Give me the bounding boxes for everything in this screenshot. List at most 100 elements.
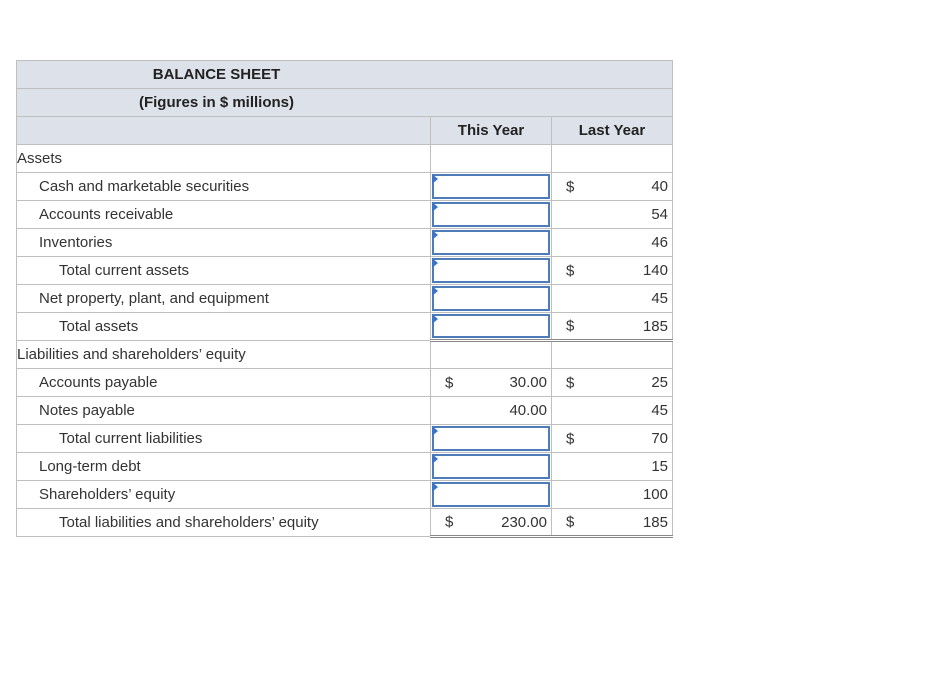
answer-input-box[interactable] xyxy=(432,482,550,507)
last-year-value: 45 xyxy=(651,290,668,307)
section-row-liabilities: Liabilities and shareholders’ equity xyxy=(16,340,673,369)
empty-cell xyxy=(551,340,673,369)
table-subtitle: (Figures in $ millions) xyxy=(16,88,673,117)
subtitle-row: (Figures in $ millions) xyxy=(16,88,673,117)
this-year-value: 230.00 xyxy=(501,513,547,531)
last-year-value: 45 xyxy=(651,402,668,419)
this-year-input-cash[interactable] xyxy=(430,172,552,201)
answer-input-box[interactable] xyxy=(432,426,550,451)
empty-cell xyxy=(430,144,552,173)
this-year-input-long-term-debt[interactable] xyxy=(430,452,552,481)
row-label: Long-term debt xyxy=(16,452,431,481)
last-year-value: 15 xyxy=(651,458,668,475)
input-flag-icon xyxy=(432,454,438,464)
label-column-header xyxy=(16,116,431,145)
last-year-cell: $25 xyxy=(551,368,673,397)
table-title: BALANCE SHEET xyxy=(16,60,673,89)
this-year-cell: $230.00 xyxy=(430,508,552,538)
title-row: BALANCE SHEET xyxy=(16,60,673,89)
this-year-input-net-ppe[interactable] xyxy=(430,284,552,313)
row-label: Shareholders’ equity xyxy=(16,480,431,509)
this-year-input-receivable[interactable] xyxy=(430,200,552,229)
this-year-value: 30.00 xyxy=(509,374,547,391)
row-label: Accounts receivable xyxy=(16,200,431,229)
row-label: Total liabilities and shareholders’ equi… xyxy=(16,508,431,537)
answer-input-box[interactable] xyxy=(432,258,550,283)
last-year-cell: $70 xyxy=(551,424,673,453)
input-flag-icon xyxy=(432,482,438,492)
answer-input-box[interactable] xyxy=(432,174,550,199)
dollar-sign: $ xyxy=(445,513,454,531)
dollar-sign: $ xyxy=(566,317,575,335)
this-year-input-inventories[interactable] xyxy=(430,228,552,257)
last-year-value: 40 xyxy=(651,178,668,195)
row-label: Total current assets xyxy=(16,256,431,285)
dollar-sign: $ xyxy=(566,513,575,531)
row-label: Accounts payable xyxy=(16,368,431,397)
input-flag-icon xyxy=(432,286,438,296)
this-year-input-total-current-liabilities[interactable] xyxy=(430,424,552,453)
table-row: Notes payable 40.00 45 xyxy=(16,396,673,425)
table-row: Inventories 46 xyxy=(16,228,673,257)
last-year-value: 185 xyxy=(642,513,668,531)
last-year-value: 46 xyxy=(651,234,668,251)
answer-input-box[interactable] xyxy=(432,202,550,227)
answer-input-box[interactable] xyxy=(432,230,550,255)
empty-cell xyxy=(551,144,673,173)
last-year-cell: $185 xyxy=(551,312,673,342)
row-label: Cash and marketable securities xyxy=(16,172,431,201)
table-row: Accounts payable $30.00 $25 xyxy=(16,368,673,397)
last-year-value: 140 xyxy=(642,262,668,279)
last-year-cell: 45 xyxy=(551,284,673,313)
table-row: Total current liabilities $70 xyxy=(16,424,673,453)
last-year-value: 100 xyxy=(642,486,668,503)
table-row: Net property, plant, and equipment 45 xyxy=(16,284,673,313)
last-year-cell: $185 xyxy=(551,508,673,538)
empty-cell xyxy=(430,340,552,369)
last-year-cell: 45 xyxy=(551,396,673,425)
answer-input-box[interactable] xyxy=(432,454,550,479)
this-year-input-total-current-assets[interactable] xyxy=(430,256,552,285)
table-row: Total current assets $140 xyxy=(16,256,673,285)
table-row: Total liabilities and shareholders’ equi… xyxy=(16,508,673,538)
last-year-header: Last Year xyxy=(551,116,673,145)
table-row: Cash and marketable securities $40 xyxy=(16,172,673,201)
dollar-sign: $ xyxy=(445,374,454,391)
balance-sheet-table: BALANCE SHEET (Figures in $ millions) Th… xyxy=(16,60,673,538)
last-year-value: 185 xyxy=(642,317,668,335)
table-row: Shareholders’ equity 100 xyxy=(16,480,673,509)
this-year-input-shareholders-equity[interactable] xyxy=(430,480,552,509)
table-row: Total assets $185 xyxy=(16,312,673,342)
input-flag-icon xyxy=(432,314,438,324)
last-year-cell: 46 xyxy=(551,228,673,257)
this-year-cell: $30.00 xyxy=(430,368,552,397)
input-flag-icon xyxy=(432,258,438,268)
input-flag-icon xyxy=(432,202,438,212)
section-label-liabilities: Liabilities and shareholders’ equity xyxy=(16,340,431,369)
this-year-input-total-assets[interactable] xyxy=(430,312,552,342)
dollar-sign: $ xyxy=(566,262,575,279)
row-label: Net property, plant, and equipment xyxy=(16,284,431,313)
row-label: Total assets xyxy=(16,312,431,341)
last-year-cell: 15 xyxy=(551,452,673,481)
this-year-cell: 40.00 xyxy=(430,396,552,425)
row-label: Notes payable xyxy=(16,396,431,425)
section-label-assets: Assets xyxy=(16,144,431,173)
answer-input-box[interactable] xyxy=(432,286,550,311)
last-year-value: 54 xyxy=(651,206,668,223)
last-year-value: 70 xyxy=(651,430,668,447)
dollar-sign: $ xyxy=(566,430,575,447)
last-year-cell: 54 xyxy=(551,200,673,229)
last-year-cell: $40 xyxy=(551,172,673,201)
last-year-cell: $140 xyxy=(551,256,673,285)
answer-input-box[interactable] xyxy=(432,314,550,338)
input-flag-icon xyxy=(432,426,438,436)
row-label: Total current liabilities xyxy=(16,424,431,453)
input-flag-icon xyxy=(432,174,438,184)
last-year-cell: 100 xyxy=(551,480,673,509)
input-flag-icon xyxy=(432,230,438,240)
dollar-sign: $ xyxy=(566,374,575,391)
table-row: Accounts receivable 54 xyxy=(16,200,673,229)
last-year-value: 25 xyxy=(651,374,668,391)
dollar-sign: $ xyxy=(566,178,575,195)
